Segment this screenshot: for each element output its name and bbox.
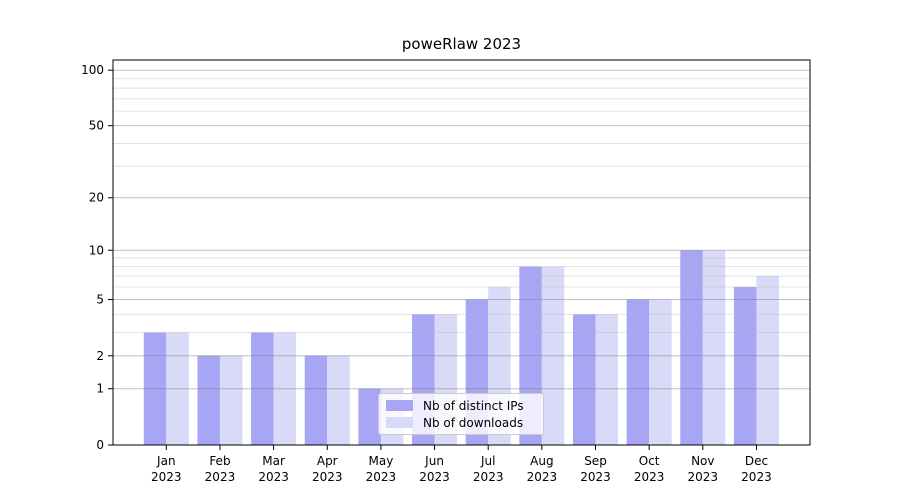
x-tick-label-month: Jul	[480, 454, 495, 468]
y-tick-label: 100	[81, 63, 104, 77]
x-tick-label-year: 2023	[634, 470, 665, 484]
x-tick-label-year: 2023	[741, 470, 772, 484]
bar-downloads	[756, 276, 779, 445]
legend-item-downloads: Nb of downloads	[386, 415, 535, 431]
y-tick-label: 20	[89, 191, 104, 205]
x-tick-label-year: 2023	[258, 470, 289, 484]
x-tick-label-year: 2023	[419, 470, 450, 484]
plot-frame	[112, 59, 811, 446]
legend-label-distinct-ips: Nb of distinct IPs	[423, 398, 524, 413]
x-tick-label-year: 2023	[580, 470, 611, 484]
x-tick-label-month: Jan	[156, 454, 176, 468]
legend: Nb of distinct IPs Nb of downloads	[378, 393, 544, 435]
bar-downloads	[595, 314, 618, 445]
bar-distinct-ips	[143, 332, 167, 445]
x-tick-label-year: 2023	[527, 470, 558, 484]
x-tick-label-month: Jun	[424, 454, 444, 468]
x-tick-label-year: 2023	[366, 470, 397, 484]
chart-title: poweRlaw 2023	[401, 35, 522, 53]
bar-distinct-ips	[733, 286, 757, 445]
legend-swatch-distinct-ips	[386, 400, 413, 411]
bar-downloads	[702, 250, 726, 445]
x-tick-label-year: 2023	[473, 470, 504, 484]
y-tick-label: 0	[96, 438, 104, 452]
bar-downloads	[219, 355, 243, 445]
legend-swatch-downloads	[386, 417, 413, 428]
bar-downloads	[327, 355, 350, 445]
x-tick-label-month: Aug	[530, 454, 553, 468]
bar-downloads	[166, 332, 189, 445]
bar-distinct-ips	[626, 299, 650, 445]
y-tick-label: 2	[96, 349, 104, 363]
bar-distinct-ips	[680, 250, 703, 445]
bar-distinct-ips	[358, 388, 381, 445]
y-tick-label: 10	[89, 243, 104, 257]
x-tick-label-month: Sep	[584, 454, 607, 468]
bar-distinct-ips	[304, 355, 328, 445]
x-tick-label-month: Nov	[691, 454, 714, 468]
bar-distinct-ips	[197, 355, 220, 445]
x-tick-label-year: 2023	[312, 470, 343, 484]
x-tick-label-month: Feb	[209, 454, 230, 468]
x-tick-label-month: Dec	[745, 454, 768, 468]
x-tick-label-month: Apr	[317, 454, 338, 468]
bar-downloads	[273, 332, 297, 445]
legend-item-distinct-ips: Nb of distinct IPs	[386, 398, 535, 414]
bar-downloads	[649, 299, 672, 445]
x-tick-label-month: May	[368, 454, 393, 468]
legend-label-downloads: Nb of downloads	[423, 415, 524, 430]
x-tick-label-month: Oct	[639, 454, 660, 468]
y-tick-label: 1	[96, 382, 104, 396]
y-tick-label: 50	[89, 119, 104, 133]
y-tick-label: 5	[96, 292, 104, 306]
bar-distinct-ips	[573, 314, 596, 445]
x-tick-label-month: Mar	[262, 454, 285, 468]
x-tick-label-year: 2023	[688, 470, 719, 484]
bar-distinct-ips	[251, 332, 274, 445]
x-tick-label-year: 2023	[151, 470, 182, 484]
x-tick-label-year: 2023	[205, 470, 236, 484]
bar-downloads	[541, 266, 565, 445]
